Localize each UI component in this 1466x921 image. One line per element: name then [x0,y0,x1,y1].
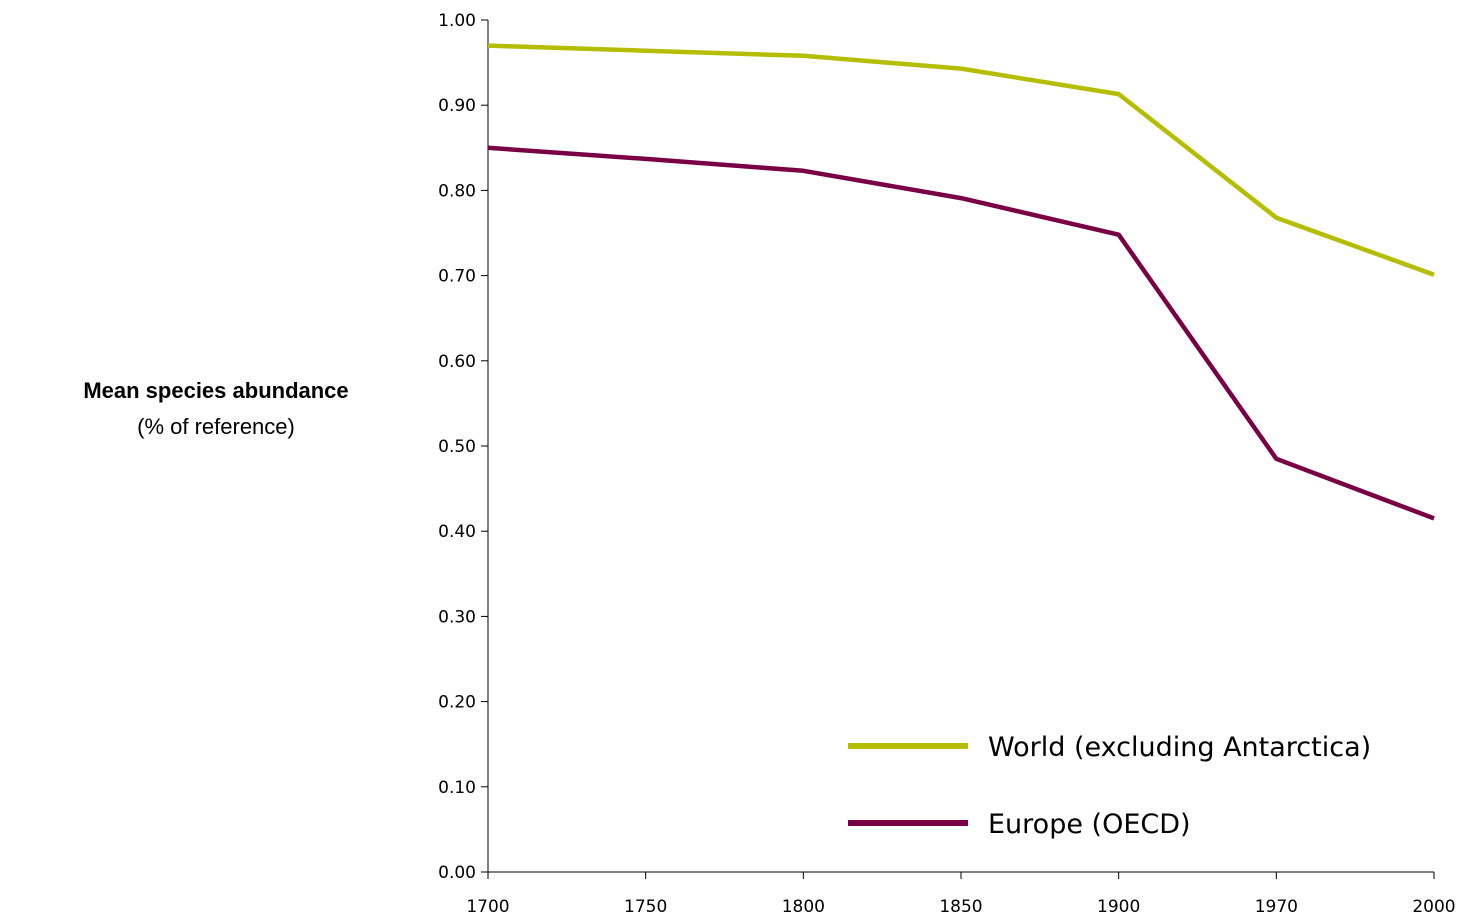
y-tick-label: 0.30 [438,607,476,627]
y-axis-sublabel: (% of reference) [137,414,295,439]
legend: World (excluding Antarctica) Europe (OECD… [848,732,1371,840]
x-tick-label: 1900 [1097,897,1140,917]
x-ticks: 1700 1750 1800 1850 1900 1970 2000 [466,872,1456,917]
x-tick-label: 1750 [624,897,667,917]
legend-label-2: Europe (OECD) [988,809,1191,840]
y-tick-label: 0.90 [438,96,476,116]
series-line-1 [487,43,1435,277]
x-tick-label: 1700 [466,897,509,917]
y-tick-label: 1.00 [438,11,476,31]
x-tick-label: 2000 [1412,897,1455,917]
x-tick-label: 1850 [939,897,982,917]
y-tick-label: 0.20 [438,693,476,713]
y-tick-label: 0.40 [438,522,476,542]
y-tick-label: 0.70 [438,267,476,287]
legend-label-1: World (excluding Antarctica) [988,732,1371,763]
x-tick-label: 1970 [1255,897,1298,917]
series-lines [487,43,1435,521]
y-axis-label: Mean species abundance [83,378,348,403]
y-tick-label: 0.00 [438,863,476,883]
y-tick-label: 0.60 [438,352,476,372]
y-tick-label: 0.50 [438,437,476,457]
y-tick-label: 0.10 [438,778,476,798]
x-tick-label: 1800 [782,897,825,917]
series-line-2 [487,145,1435,521]
y-tick-label: 0.80 [438,181,476,201]
y-ticks: 0.00 0.10 0.20 0.30 0.40 0.50 0.60 0.70 0.80 0.90… [438,11,488,883]
